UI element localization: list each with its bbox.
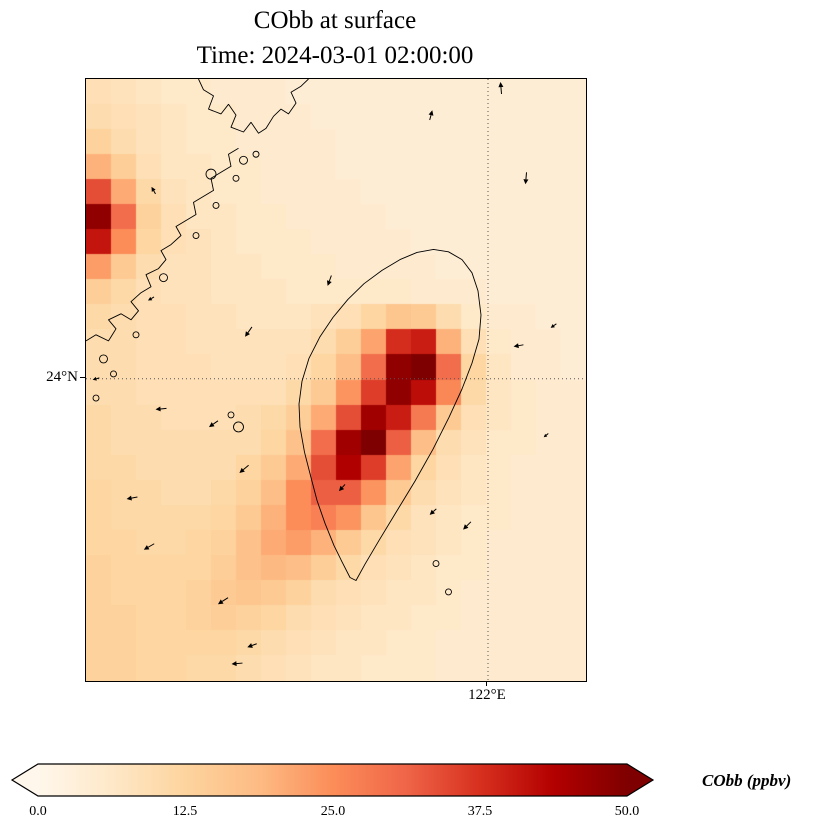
- heatmap-canvas: [86, 79, 586, 681]
- colorbar: 0.0 12.5 25.0 37.5 50.0 CObb (ppbv): [10, 763, 791, 819]
- lat-tick-label: 24°N: [46, 369, 78, 385]
- chart-title-line1: CObb at surface: [253, 7, 417, 34]
- colorbar-tick-1: 12.5: [173, 804, 198, 819]
- map-plot-area: [85, 78, 587, 682]
- lat-tick-mark: [80, 377, 85, 378]
- map-overlay: [86, 79, 586, 681]
- colorbar-tick-2: 25.0: [321, 804, 346, 819]
- lon-tick-label: 122°E: [468, 687, 506, 703]
- lon-tick-mark: [486, 681, 487, 686]
- colorbar-tick-3: 37.5: [468, 804, 493, 819]
- colorbar-tick-4: 50.0: [615, 804, 640, 819]
- colorbar-tick-0: 0.0: [29, 804, 47, 819]
- colorbar-label: CObb (ppbv): [702, 771, 791, 790]
- chart-title-line2: Time: 2024-03-01 02:00:00: [196, 41, 474, 69]
- colorbar-bar: [10, 763, 655, 797]
- chart-title: CObb at surface Time: 2024-03-01 02:00:0…: [85, 4, 585, 73]
